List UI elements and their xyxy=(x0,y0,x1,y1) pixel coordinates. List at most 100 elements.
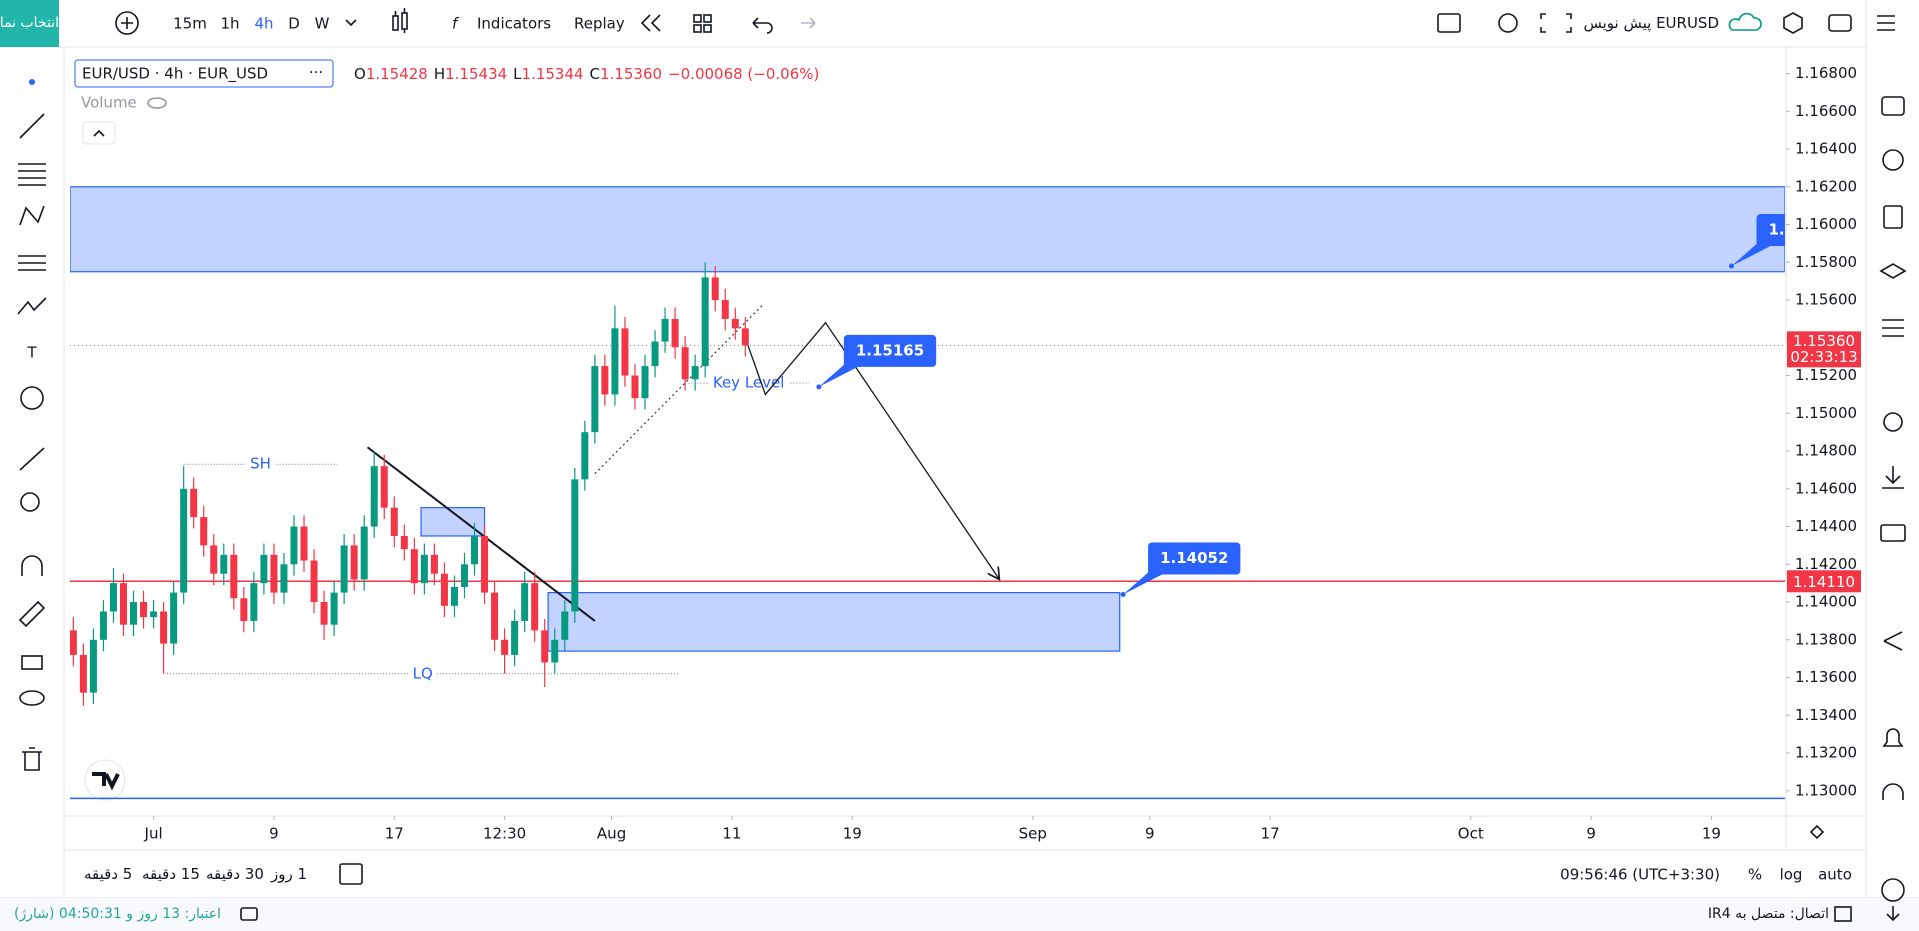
lock-tool[interactable] xyxy=(21,655,43,670)
x-tick-label: Aug xyxy=(597,825,626,843)
legend-title: EUR/USD · 4h · EUR_USD xyxy=(82,65,268,84)
bottom-interval-0[interactable]: 5 دقیقه xyxy=(84,865,133,883)
symbol-button[interactable] xyxy=(0,0,59,47)
bottom-bar-item[interactable]: % xyxy=(1748,866,1762,884)
alerts-icon[interactable] xyxy=(1882,149,1904,171)
brush-tool[interactable] xyxy=(17,297,47,315)
candle-body xyxy=(601,366,609,395)
interval[interactable]: W xyxy=(315,15,330,33)
bottom-bar-item[interactable]: log xyxy=(1780,866,1803,884)
candle-body xyxy=(741,328,749,346)
layout-icon[interactable] xyxy=(693,14,712,33)
y-tick-label: 1.13800 xyxy=(1795,630,1857,648)
chart-type-icon[interactable] xyxy=(392,8,408,33)
search-icon[interactable] xyxy=(1498,13,1518,33)
level-label: LQ xyxy=(413,664,433,682)
orders-icon[interactable] xyxy=(1882,319,1904,337)
notifications-icon[interactable] xyxy=(1882,728,1904,747)
candle-body xyxy=(280,564,288,593)
magnet-tool[interactable] xyxy=(21,555,43,576)
bottom-interval-1[interactable]: 15 دقیقه xyxy=(142,865,200,883)
wallet-icon[interactable] xyxy=(1880,524,1906,542)
scroll-icon[interactable] xyxy=(1886,906,1900,922)
undo-icon[interactable] xyxy=(752,17,773,34)
last-price-label: 1.15360 xyxy=(1793,332,1855,350)
download-icon[interactable] xyxy=(1882,466,1904,489)
candle-body xyxy=(260,554,268,584)
add-symbol-icon[interactable] xyxy=(115,11,139,35)
measure-tool[interactable] xyxy=(19,447,45,471)
c-label: C xyxy=(590,65,600,83)
replay[interactable]: Replay xyxy=(574,15,625,33)
interval[interactable]: 15m xyxy=(173,15,207,33)
indicators-icon[interactable]: f xyxy=(452,15,460,33)
candle-body xyxy=(150,611,158,618)
change-value: −0.00068 (−0.06%) xyxy=(668,65,819,83)
indicators[interactable]: Indicators xyxy=(477,15,551,33)
y-tick-label: 1.13400 xyxy=(1795,706,1857,724)
bottom-interval-2[interactable]: 30 دقیقه xyxy=(206,865,264,883)
collapse-button[interactable] xyxy=(82,121,116,145)
symbol-draft[interactable]: EURUSD پیش نویس xyxy=(1583,13,1719,33)
legend-more[interactable]: ··· xyxy=(309,64,323,82)
cursor-tool[interactable] xyxy=(29,79,35,85)
axis-settings[interactable] xyxy=(1809,824,1825,840)
hide-tool[interactable] xyxy=(19,690,45,706)
fib-tool[interactable] xyxy=(18,163,46,186)
forecast-tool[interactable] xyxy=(18,255,46,271)
interval[interactable]: 1h xyxy=(220,15,239,33)
zoom-tool[interactable] xyxy=(20,492,40,512)
settings2-icon[interactable] xyxy=(1883,412,1903,432)
menu-icon[interactable] xyxy=(1877,15,1895,31)
price-tag xyxy=(1787,570,1861,593)
bottom-interval-3[interactable]: 1 روز xyxy=(271,865,308,883)
candle-body xyxy=(370,466,378,527)
watchlist-icon[interactable] xyxy=(1881,96,1905,116)
share-icon[interactable] xyxy=(1883,631,1903,651)
news-icon[interactable] xyxy=(1883,205,1903,229)
candle-body xyxy=(230,554,238,599)
l-value: 1.15344 xyxy=(522,65,584,83)
add-symbol-plus xyxy=(121,17,133,29)
symbol-box[interactable] xyxy=(74,59,334,88)
interval-menu[interactable] xyxy=(345,19,357,27)
interval[interactable]: 4h xyxy=(254,15,273,33)
candle-body xyxy=(79,654,87,693)
date-range-icon[interactable] xyxy=(339,863,363,885)
callout-box xyxy=(818,334,937,387)
text-tool[interactable]: T xyxy=(26,344,37,362)
candle-body xyxy=(210,545,218,574)
o-value: 1.15428 xyxy=(366,65,428,83)
replay-icon[interactable] xyxy=(640,14,661,32)
candle-body xyxy=(160,611,168,644)
bottom-bar-item[interactable]: 09:56:46 (UTC+3:30) xyxy=(1560,866,1720,884)
y-tick-label: 1.14200 xyxy=(1795,555,1857,573)
l-label: L xyxy=(513,65,522,83)
layers-icon[interactable] xyxy=(1879,263,1907,279)
bottom-bar-item[interactable]: auto xyxy=(1818,866,1852,884)
candle-body xyxy=(621,328,629,376)
volume-eye[interactable] xyxy=(147,97,167,109)
support-icon[interactable] xyxy=(1882,783,1904,800)
icon-tool[interactable] xyxy=(20,386,44,410)
symbol-button-label[interactable]: انتخاب نماد xyxy=(0,15,59,31)
settings-icon[interactable] xyxy=(1783,12,1803,34)
candle-body xyxy=(290,526,298,565)
trendline-tool[interactable] xyxy=(19,113,45,139)
interval[interactable]: D xyxy=(288,15,300,33)
pattern-tool[interactable] xyxy=(19,205,45,226)
chat-icon[interactable] xyxy=(1881,878,1905,902)
cloud-icon[interactable] xyxy=(1728,12,1762,31)
candle-body xyxy=(300,526,308,561)
callout-anchor xyxy=(816,384,822,390)
fullscreen-icon[interactable] xyxy=(1437,13,1461,33)
snapshot-icon[interactable] xyxy=(1828,14,1852,32)
draw-mode-tool[interactable] xyxy=(18,600,46,628)
level-label-bg xyxy=(408,664,437,683)
candle-body xyxy=(491,592,499,640)
delete-tool[interactable] xyxy=(22,747,42,771)
callout-label: 1.15 xyxy=(1769,221,1806,239)
candle-body xyxy=(89,639,97,693)
candle-body xyxy=(170,592,178,644)
expand-icon[interactable] xyxy=(1540,13,1572,33)
